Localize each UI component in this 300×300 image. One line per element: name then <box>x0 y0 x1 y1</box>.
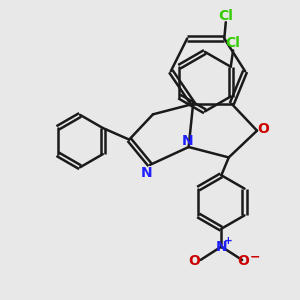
Text: N: N <box>215 240 227 254</box>
Text: Cl: Cl <box>218 9 233 23</box>
Text: N: N <box>141 166 153 180</box>
Text: O: O <box>258 122 269 136</box>
Text: N: N <box>181 134 193 148</box>
Text: O: O <box>238 254 250 268</box>
Text: +: + <box>224 236 232 246</box>
Text: Cl: Cl <box>226 36 241 50</box>
Text: −: − <box>249 250 260 263</box>
Text: O: O <box>189 254 200 268</box>
